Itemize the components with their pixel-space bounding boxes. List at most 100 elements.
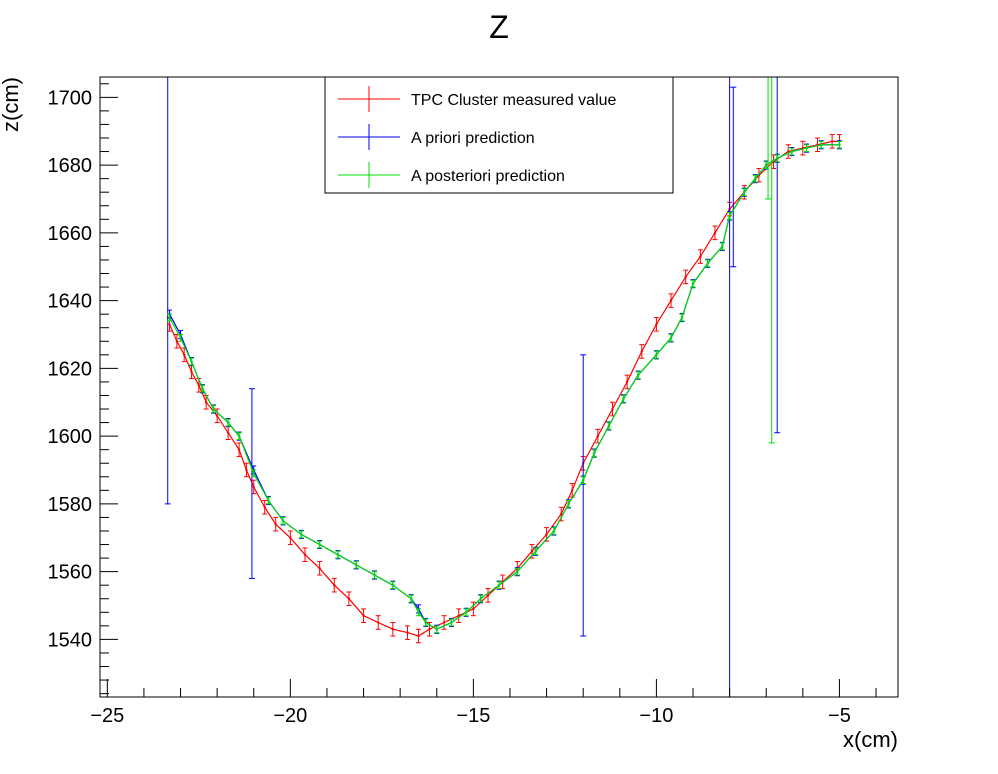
- data-point: [655, 353, 658, 357]
- data-point: [592, 451, 596, 455]
- data-point: [545, 533, 548, 536]
- data-point: [581, 478, 585, 482]
- data-point: [622, 397, 625, 401]
- y-tick-label: 1620: [48, 358, 93, 380]
- data-point: [655, 323, 658, 326]
- y-tick-label: 1700: [48, 87, 93, 109]
- data-point: [534, 550, 537, 553]
- data-point: [516, 570, 519, 573]
- data-point: [215, 414, 219, 417]
- data-point: [197, 384, 201, 387]
- data-point: [790, 150, 794, 153]
- data-point: [281, 519, 285, 523]
- data-point: [406, 631, 409, 634]
- data-point: [417, 611, 420, 614]
- data-point: [168, 316, 171, 319]
- data-point: [377, 621, 380, 624]
- y-tick-label: 1660: [48, 223, 93, 245]
- data-point: [819, 143, 823, 146]
- legend-entry-measured: TPC Cluster measured value: [338, 86, 617, 112]
- y-tick-label: 1680: [48, 155, 93, 177]
- data-point: [435, 628, 438, 631]
- y-tick-label: 1540: [48, 629, 93, 651]
- data-point: [706, 262, 709, 265]
- data-point: [699, 255, 702, 258]
- data-point: [190, 370, 193, 373]
- data-point: [252, 472, 255, 475]
- data-point: [424, 621, 427, 624]
- chart-title: Z: [489, 9, 509, 45]
- plot-series-layer: [164, 77, 842, 697]
- data-point: [805, 146, 808, 150]
- legend-entry-aposteriori: A posteriori prediction: [338, 162, 565, 188]
- data-point: [347, 597, 351, 600]
- data-point: [201, 387, 204, 390]
- data-point: [721, 245, 724, 248]
- series-line: [169, 144, 840, 630]
- data-point: [428, 628, 431, 631]
- x-tick-label: −15: [456, 705, 490, 727]
- data-point: [391, 583, 395, 587]
- legend-label-apriori: A priori prediction: [411, 130, 535, 147]
- data-point: [567, 502, 570, 506]
- data-point: [497, 583, 501, 587]
- data-point: [252, 485, 255, 489]
- data-point: [830, 140, 834, 143]
- data-point: [373, 573, 376, 577]
- data-point: [680, 316, 684, 319]
- data-point: [479, 597, 482, 600]
- data-point: [571, 489, 574, 492]
- data-point: [318, 543, 321, 546]
- x-axis-label: x(cm): [843, 727, 898, 752]
- y-tick-label: 1600: [48, 426, 93, 448]
- data-point: [318, 567, 321, 570]
- data-point: [625, 380, 629, 384]
- data-point: [168, 323, 171, 326]
- data-point: [237, 448, 241, 451]
- x-tick-label: −10: [639, 705, 673, 727]
- data-point: [245, 468, 248, 472]
- data-point: [743, 190, 746, 194]
- data-point: [776, 157, 779, 160]
- data-point: [303, 553, 307, 556]
- legend: TPC Cluster measured value A priori pred…: [324, 76, 674, 194]
- data-point: [636, 373, 640, 377]
- data-point: [530, 550, 534, 553]
- data-point: [765, 163, 768, 167]
- data-point: [179, 336, 182, 340]
- y-tick-label: 1580: [48, 494, 93, 516]
- data-point: [691, 282, 695, 285]
- data-point: [713, 231, 717, 235]
- data-point: [464, 611, 468, 614]
- data-point: [226, 421, 230, 424]
- data-point: [684, 275, 687, 279]
- data-point: [190, 360, 193, 363]
- data-point: [486, 594, 490, 597]
- data-point: [607, 424, 611, 428]
- legend-entry-apriori: A priori prediction: [338, 124, 535, 150]
- data-point: [611, 407, 614, 411]
- y-tick-label: 1560: [48, 562, 93, 584]
- data-point: [786, 150, 790, 153]
- data-point: [274, 523, 277, 526]
- data-point: [417, 634, 420, 638]
- data-point: [838, 143, 841, 146]
- data-point: [212, 407, 215, 411]
- data-point: [560, 512, 563, 516]
- x-tick-label: −5: [828, 705, 851, 727]
- axis-layer: −25 −20 −15 −10 −5 1540 1560 1580 1600 1620 1640 16…: [48, 83, 877, 727]
- data-point: [669, 336, 673, 340]
- data-point: [300, 533, 303, 536]
- data-point: [450, 621, 453, 624]
- data-point: [596, 434, 600, 438]
- data-point: [362, 614, 365, 617]
- data-point: [336, 553, 340, 556]
- data-point: [263, 506, 266, 509]
- data-point: [728, 214, 731, 218]
- data-point: [226, 431, 230, 434]
- series-2: [167, 77, 842, 634]
- data-point: [552, 529, 556, 533]
- data-point: [175, 340, 179, 343]
- y-axis-label: z(cm): [0, 77, 23, 132]
- data-point: [355, 563, 358, 567]
